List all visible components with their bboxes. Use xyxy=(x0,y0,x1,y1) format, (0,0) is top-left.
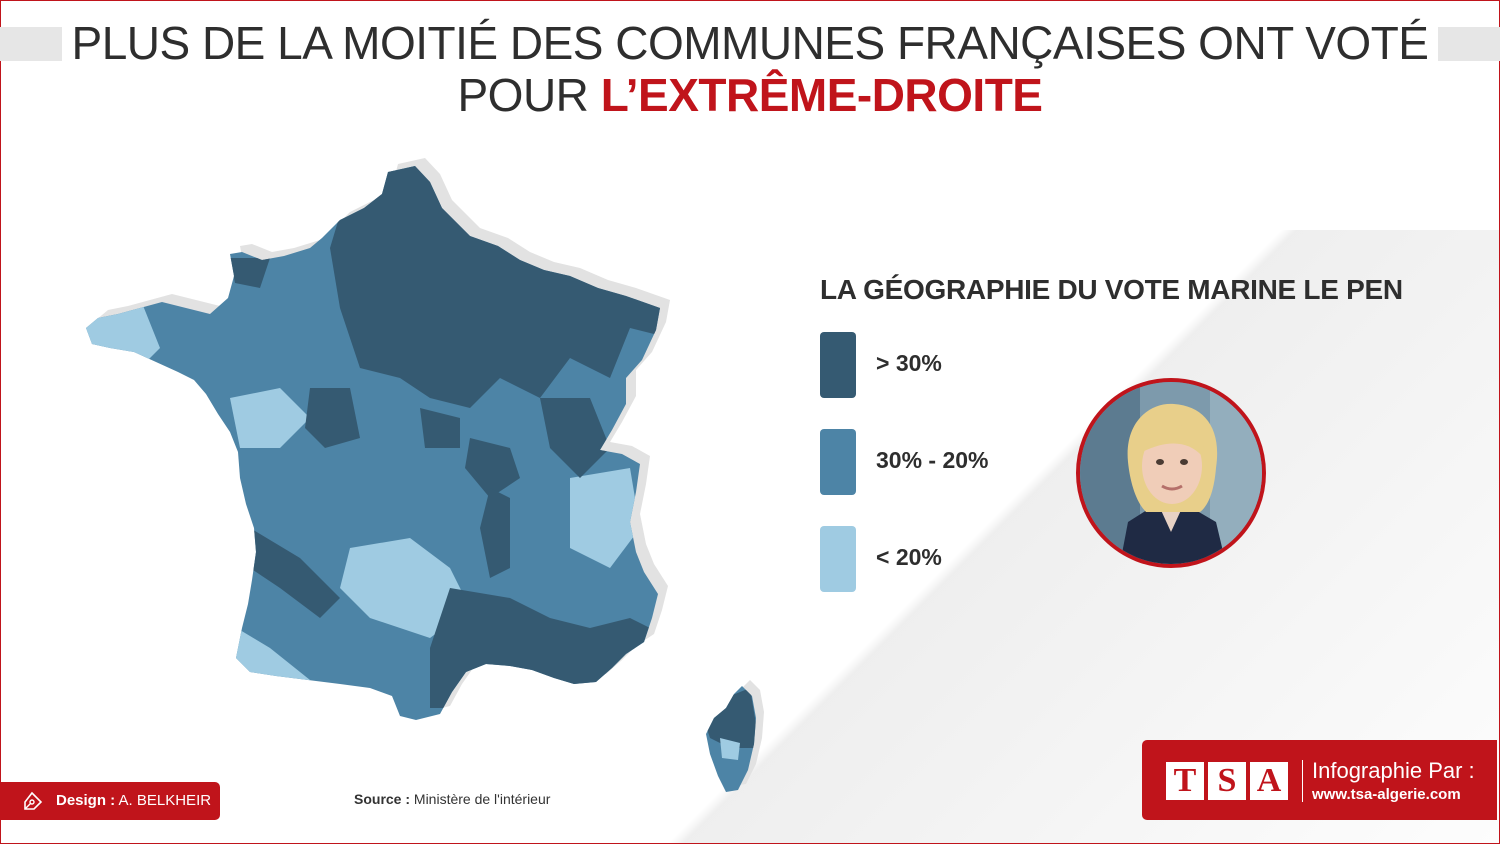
design-name: A. BELKHEIR xyxy=(118,792,212,809)
title-bar-right xyxy=(1438,27,1500,61)
tsa-branding: T S A Infographie Par : www.tsa-algerie.… xyxy=(1142,740,1497,820)
legend-title: LA GÉOGRAPHIE DU VOTE MARINE LE PEN xyxy=(820,274,1403,305)
portrait-illustration xyxy=(1080,382,1262,564)
pen-tool-icon xyxy=(24,791,43,810)
page-title: PLUS DE LA MOITIÉ DES COMMUNES FRANÇAISE… xyxy=(62,18,1438,120)
legend-label-mid: 30% - 20% xyxy=(876,447,989,473)
title-bar-left xyxy=(0,27,62,61)
title-line-2-plain: POUR xyxy=(457,69,601,121)
source-value: Ministère de l'intérieur xyxy=(413,791,551,807)
source-note: Source : Ministère de l'intérieur xyxy=(354,791,550,807)
design-label: Design : xyxy=(56,792,116,809)
tsa-logo: T S A xyxy=(1166,762,1288,800)
design-credit-text: Design : A. BELKHEIR xyxy=(56,792,211,809)
source-label: Source : xyxy=(354,791,411,807)
france-vote-map xyxy=(86,158,764,792)
candidate-portrait xyxy=(1076,378,1266,568)
tsa-logo-letter-s: S xyxy=(1208,762,1246,800)
title-line-1: PLUS DE LA MOITIÉ DES COMMUNES FRANÇAISE… xyxy=(71,17,1429,69)
legend-label-low: < 20% xyxy=(876,544,942,570)
legend-swatch-high xyxy=(820,332,856,398)
legend-label-high: > 30% xyxy=(876,350,942,376)
tsa-website-link[interactable]: www.tsa-algerie.com xyxy=(1312,786,1461,803)
title-line-2: POUR L’EXTRÊME-DROITE xyxy=(62,70,1438,120)
title-line-2-accent: L’EXTRÊME-DROITE xyxy=(600,69,1043,121)
mainland-france xyxy=(86,166,660,720)
infographie-label: Infographie Par : xyxy=(1312,758,1475,783)
tsa-logo-letter-t: T xyxy=(1166,762,1204,800)
legend-swatch-mid xyxy=(820,429,856,495)
design-credit-badge: Design : A. BELKHEIR xyxy=(0,782,220,820)
tsa-separator xyxy=(1302,760,1303,802)
legend-swatch-low xyxy=(820,526,856,592)
tsa-logo-letter-a: A xyxy=(1250,762,1288,800)
